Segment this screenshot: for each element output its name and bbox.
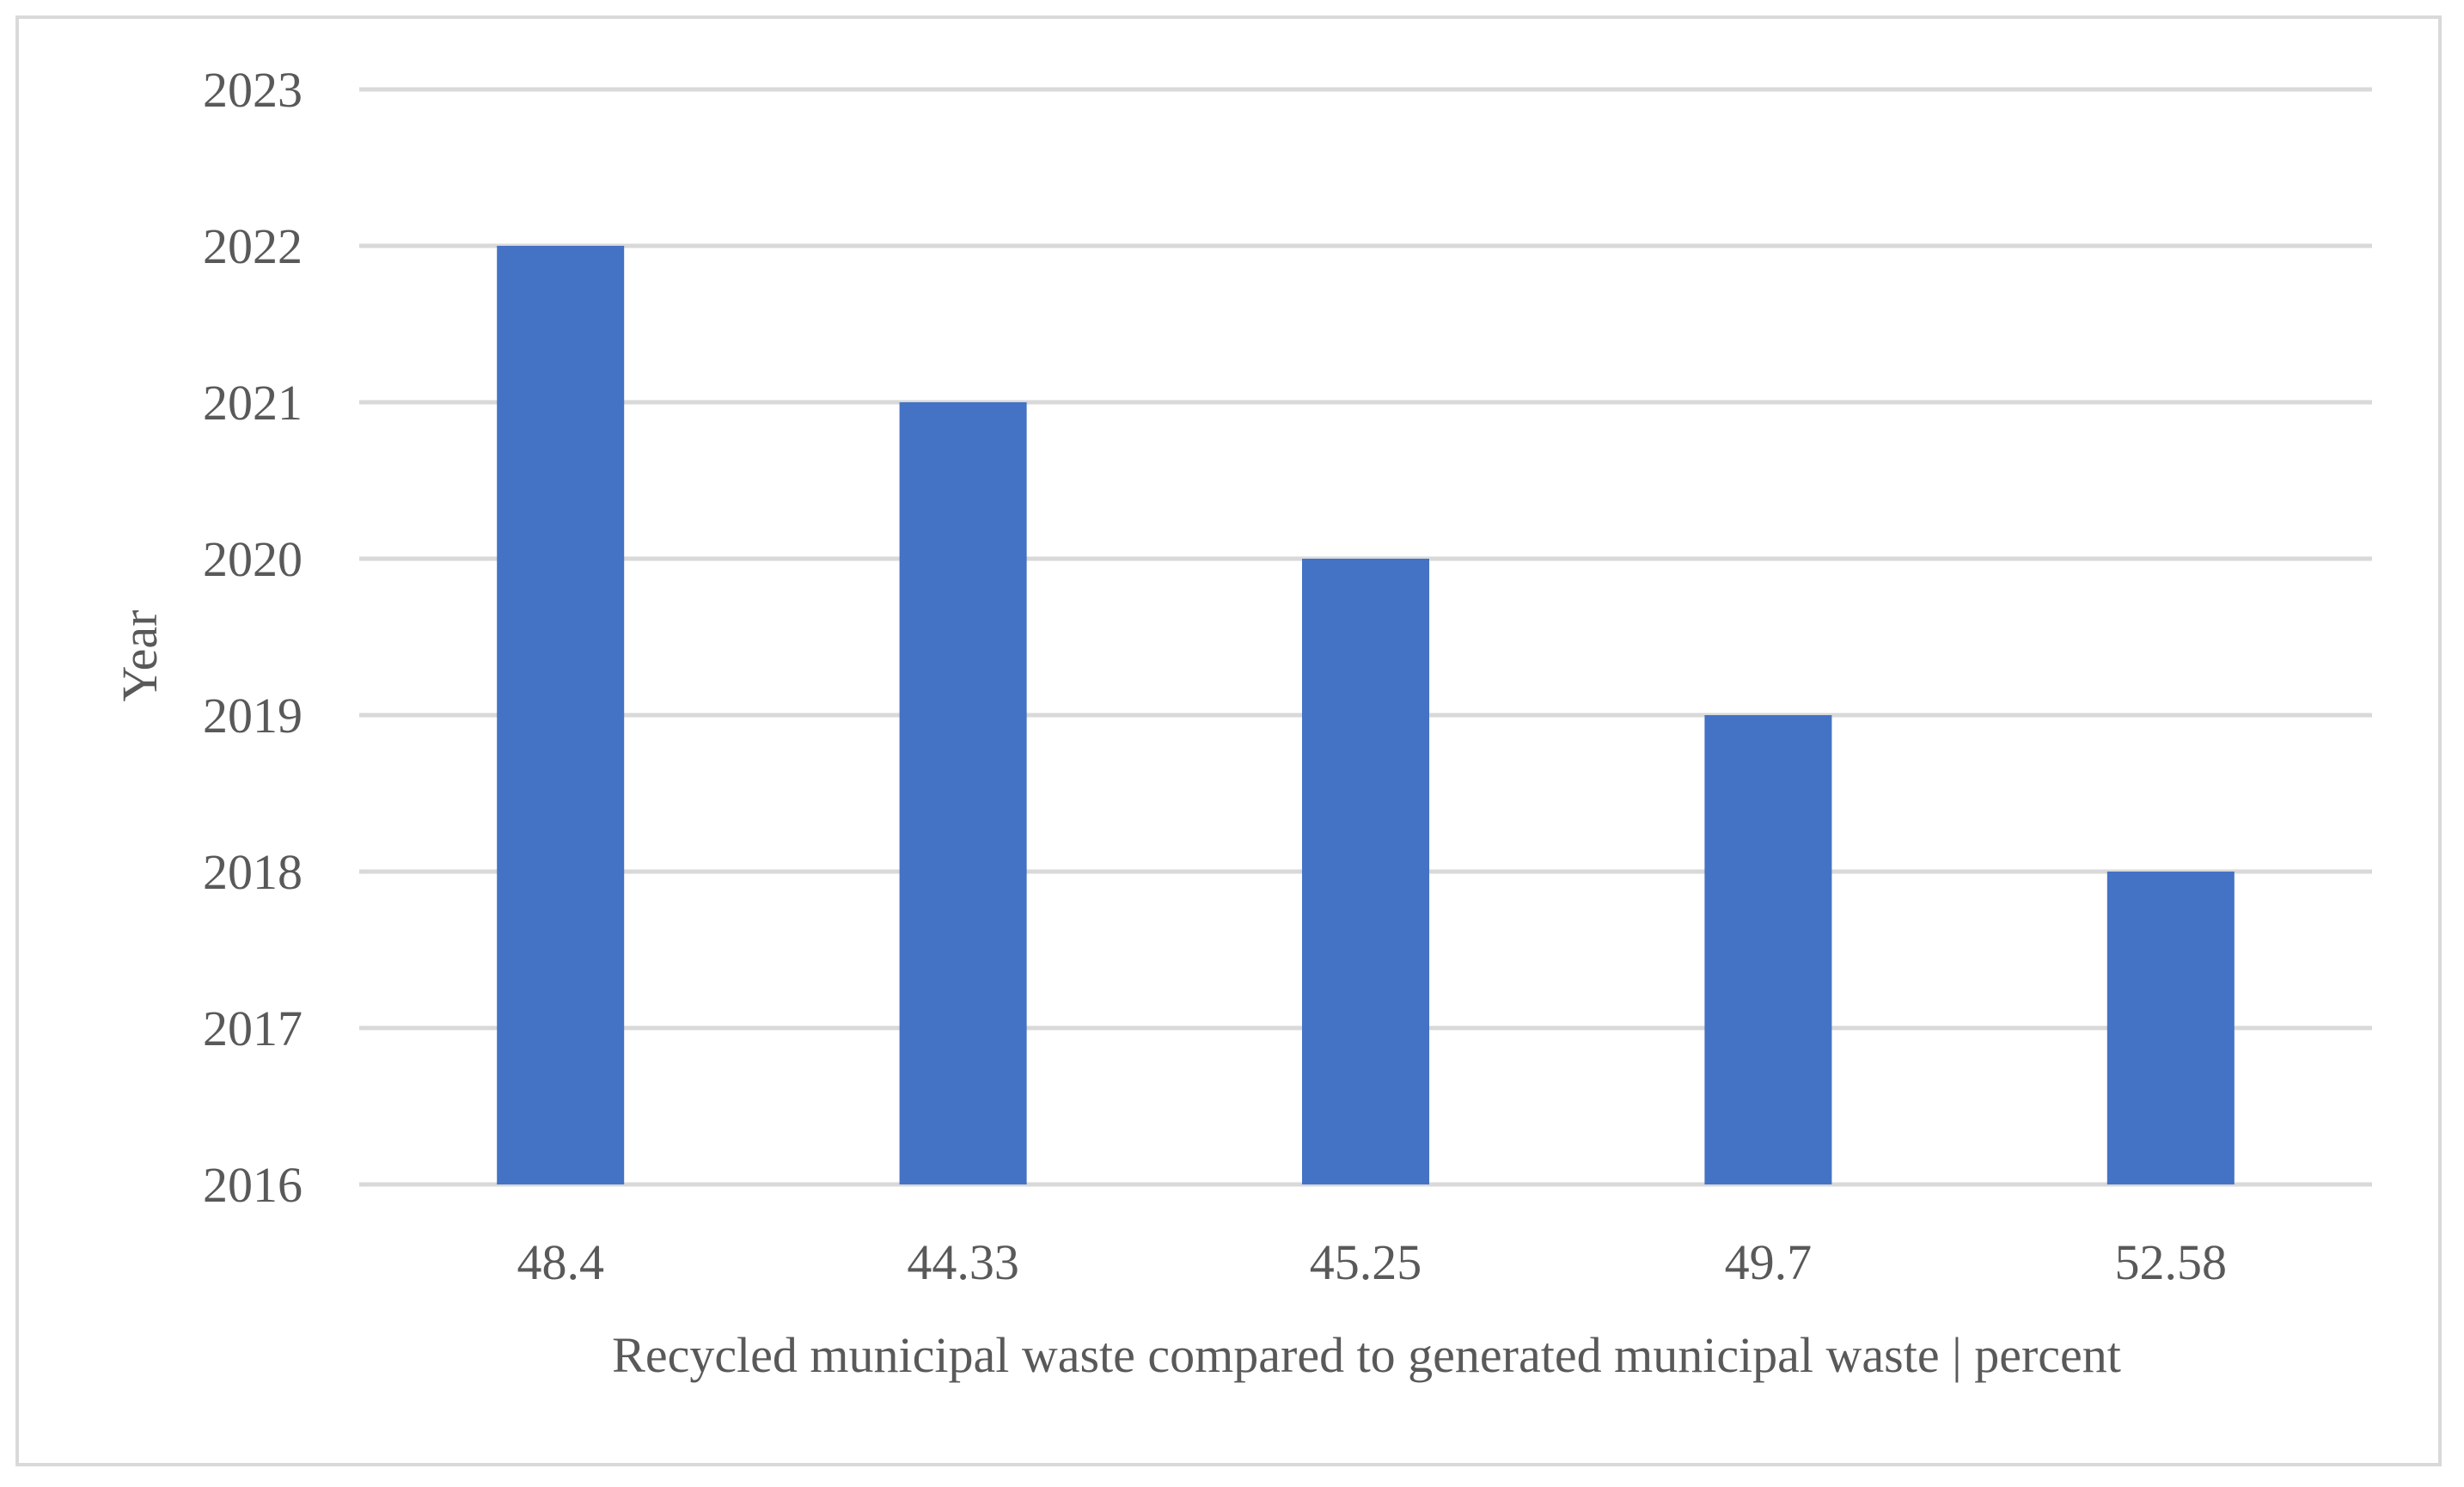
- bar: [497, 246, 625, 1184]
- y-axis-title: Year: [112, 610, 168, 702]
- y-tick-label: 2016: [203, 1157, 303, 1213]
- bar: [899, 402, 1027, 1184]
- y-tick-label: 2018: [203, 844, 303, 900]
- y-tick-label: 2022: [203, 218, 303, 274]
- x-tick-label: 49.7: [1725, 1234, 1813, 1290]
- bar: [1302, 559, 1429, 1184]
- y-tick-label: 2023: [203, 62, 303, 118]
- bar: [2106, 872, 2235, 1184]
- x-tick-label: 44.33: [907, 1234, 1019, 1290]
- x-tick-label: 48.4: [517, 1234, 604, 1290]
- x-tick-label: 45.25: [1310, 1234, 1422, 1290]
- bars: [497, 246, 2235, 1184]
- x-tick-labels: 48.4 44.33 45.25 49.7 52.58: [517, 1234, 2227, 1290]
- chart-frame: [15, 15, 2442, 1466]
- y-tick-labels: 2016 2017 2018 2019 2020 2021 2022 2023: [203, 62, 303, 1213]
- y-tick-label: 2021: [203, 375, 303, 431]
- y-tick-label: 2019: [203, 688, 303, 744]
- y-tick-label: 2020: [203, 531, 303, 587]
- x-tick-label: 52.58: [2115, 1234, 2228, 1290]
- bar: [1704, 715, 1832, 1184]
- y-tick-label: 2017: [203, 1001, 303, 1056]
- x-axis-title: Recycled municipal waste compared to gen…: [612, 1327, 2121, 1383]
